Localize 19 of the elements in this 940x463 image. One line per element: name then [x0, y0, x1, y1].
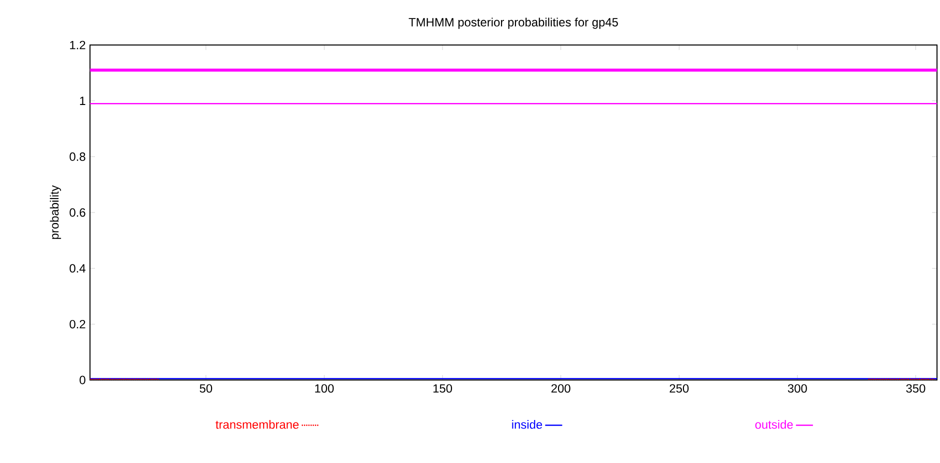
y-tick-label: 0.4: [70, 264, 86, 273]
y-tick-label: 1.2: [70, 40, 86, 50]
legend-label: outside: [755, 420, 793, 429]
x-tick-label: 300: [788, 384, 807, 393]
legend-label: transmembrane: [216, 420, 299, 429]
x-tick-label: 150: [433, 384, 452, 393]
y-tick-label: 0.6: [70, 208, 86, 217]
y-tick-label: 0.2: [70, 320, 86, 328]
y-tick-label: 0: [80, 376, 86, 384]
y-tick-label: 1: [80, 96, 86, 105]
y-axis-title: probability: [50, 185, 62, 239]
x-tick-label: 100: [315, 384, 334, 393]
x-tick-label: 50: [200, 384, 212, 393]
chart-title: TMHMM posterior probabilities for gp45: [408, 18, 618, 29]
x-tick-label: 200: [551, 384, 570, 393]
x-tick-label: 350: [906, 384, 926, 393]
x-tick-label: 250: [670, 384, 689, 393]
y-tick-label: 0.8: [70, 152, 86, 161]
legend-label: inside: [512, 420, 542, 429]
